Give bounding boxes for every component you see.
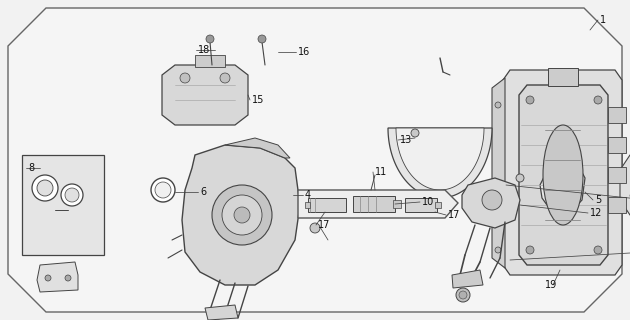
Polygon shape — [492, 78, 505, 268]
Bar — [195, 55, 225, 67]
Text: 16: 16 — [298, 47, 310, 57]
Polygon shape — [548, 165, 562, 187]
Text: 1: 1 — [600, 15, 606, 25]
Circle shape — [310, 223, 320, 233]
Bar — [608, 107, 626, 123]
Text: 6: 6 — [200, 187, 206, 197]
Circle shape — [61, 184, 83, 206]
Circle shape — [456, 288, 470, 302]
Bar — [393, 200, 401, 208]
Circle shape — [220, 73, 230, 83]
Circle shape — [526, 96, 534, 104]
Bar — [608, 137, 626, 153]
Polygon shape — [182, 145, 300, 285]
Polygon shape — [462, 178, 520, 228]
Circle shape — [516, 174, 524, 182]
Bar — [22, 155, 104, 255]
Text: 11: 11 — [375, 167, 387, 177]
Text: 13: 13 — [400, 135, 412, 145]
Circle shape — [45, 275, 51, 281]
Bar — [435, 202, 441, 208]
Circle shape — [155, 182, 171, 198]
Polygon shape — [396, 128, 484, 190]
Polygon shape — [562, 160, 574, 178]
Bar — [608, 197, 626, 213]
Bar — [608, 167, 626, 183]
Circle shape — [526, 246, 534, 254]
Circle shape — [495, 102, 501, 108]
Polygon shape — [162, 65, 248, 125]
Polygon shape — [388, 128, 492, 198]
Text: 5: 5 — [595, 195, 601, 205]
Circle shape — [32, 175, 58, 201]
Circle shape — [258, 35, 266, 43]
Text: 4: 4 — [305, 190, 311, 200]
Text: 20: 20 — [0, 319, 1, 320]
Circle shape — [594, 246, 602, 254]
Text: 17: 17 — [318, 220, 330, 230]
Circle shape — [65, 188, 79, 202]
Polygon shape — [503, 70, 622, 275]
Circle shape — [411, 129, 419, 137]
Polygon shape — [540, 160, 585, 215]
Circle shape — [459, 291, 467, 299]
Bar — [353, 196, 395, 212]
Text: 19: 19 — [545, 280, 558, 290]
Circle shape — [495, 247, 501, 253]
Polygon shape — [37, 262, 78, 292]
Circle shape — [212, 185, 272, 245]
Polygon shape — [519, 85, 608, 265]
Text: 17: 17 — [448, 210, 461, 220]
Circle shape — [37, 180, 53, 196]
Bar — [493, 200, 505, 220]
Polygon shape — [298, 190, 458, 218]
Bar — [548, 68, 578, 86]
Text: 10: 10 — [422, 197, 434, 207]
Text: 15: 15 — [252, 95, 265, 105]
Circle shape — [222, 195, 262, 235]
Polygon shape — [452, 270, 483, 288]
Circle shape — [65, 275, 71, 281]
Polygon shape — [205, 305, 238, 320]
Bar — [305, 202, 310, 208]
Text: 18: 18 — [198, 45, 210, 55]
Circle shape — [206, 35, 214, 43]
Circle shape — [180, 73, 190, 83]
Text: 8: 8 — [28, 163, 34, 173]
Bar — [308, 198, 346, 212]
Circle shape — [594, 96, 602, 104]
Circle shape — [234, 207, 250, 223]
Polygon shape — [8, 8, 622, 312]
Bar — [405, 198, 437, 212]
Circle shape — [151, 178, 175, 202]
Circle shape — [557, 202, 567, 212]
Circle shape — [482, 190, 502, 210]
Ellipse shape — [543, 125, 583, 225]
Polygon shape — [620, 145, 630, 220]
Polygon shape — [570, 168, 583, 190]
Polygon shape — [225, 138, 290, 158]
Text: 12: 12 — [590, 208, 602, 218]
